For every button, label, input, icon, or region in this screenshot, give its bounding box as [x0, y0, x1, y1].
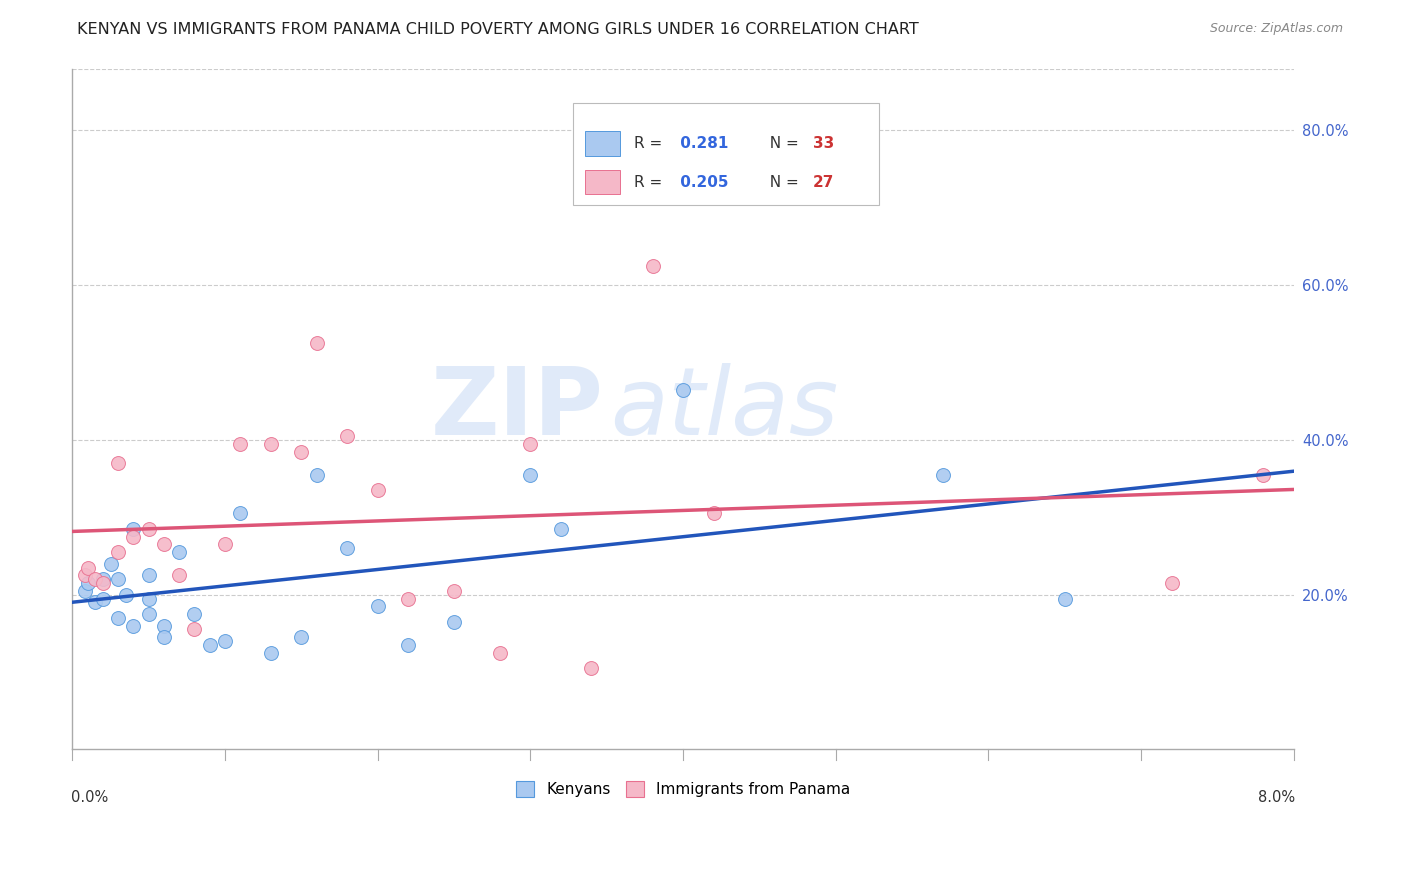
Text: N =: N = [761, 175, 804, 190]
FancyBboxPatch shape [585, 169, 620, 194]
Point [305, 467, 328, 482]
Point [443, 615, 465, 629]
Point [122, 618, 145, 632]
Point [305, 336, 328, 351]
Point [107, 572, 129, 586]
Point [229, 507, 252, 521]
Point [290, 630, 312, 644]
Point [91, 576, 114, 591]
Point [198, 638, 221, 652]
Point [100, 557, 122, 571]
Text: R =: R = [634, 136, 668, 151]
Point [396, 591, 419, 606]
Text: 0.281: 0.281 [675, 136, 728, 151]
Point [214, 537, 236, 551]
Point [260, 437, 283, 451]
Point [114, 588, 136, 602]
Point [183, 607, 205, 621]
Legend: Kenyans, Immigrants from Panama: Kenyans, Immigrants from Panama [509, 775, 856, 803]
Point [550, 522, 572, 536]
Point [1253, 467, 1275, 482]
Point [1053, 591, 1076, 606]
Point [73, 568, 96, 582]
Text: Source: ZipAtlas.com: Source: ZipAtlas.com [1209, 22, 1343, 36]
Text: 33: 33 [813, 136, 834, 151]
Point [76, 576, 98, 591]
Point [672, 383, 695, 397]
Point [107, 456, 129, 470]
Point [519, 437, 541, 451]
FancyBboxPatch shape [585, 131, 620, 156]
Point [703, 507, 725, 521]
FancyBboxPatch shape [574, 103, 879, 204]
Point [931, 467, 953, 482]
Point [122, 530, 145, 544]
Point [1160, 576, 1182, 591]
Point [76, 560, 98, 574]
Point [84, 572, 107, 586]
Text: 8.0%: 8.0% [1258, 790, 1295, 805]
Point [367, 483, 389, 498]
Point [367, 599, 389, 614]
Point [290, 444, 312, 458]
Point [443, 583, 465, 598]
Text: N =: N = [761, 136, 804, 151]
Point [229, 437, 252, 451]
Text: 27: 27 [813, 175, 834, 190]
Point [138, 522, 160, 536]
Text: R =: R = [634, 175, 668, 190]
Text: 0.0%: 0.0% [72, 790, 108, 805]
Point [84, 595, 107, 609]
Text: ZIP: ZIP [430, 363, 603, 455]
Point [260, 646, 283, 660]
Point [73, 583, 96, 598]
Point [167, 545, 190, 559]
Text: atlas: atlas [610, 363, 838, 455]
Point [91, 591, 114, 606]
Point [519, 467, 541, 482]
Point [107, 545, 129, 559]
Point [153, 630, 176, 644]
Point [581, 661, 603, 675]
Point [214, 634, 236, 648]
Point [138, 607, 160, 621]
Point [122, 522, 145, 536]
Point [489, 646, 512, 660]
Point [336, 429, 359, 443]
Point [107, 611, 129, 625]
Point [183, 623, 205, 637]
Point [138, 568, 160, 582]
Text: 0.205: 0.205 [675, 175, 728, 190]
Point [91, 572, 114, 586]
Text: KENYAN VS IMMIGRANTS FROM PANAMA CHILD POVERTY AMONG GIRLS UNDER 16 CORRELATION : KENYAN VS IMMIGRANTS FROM PANAMA CHILD P… [77, 22, 920, 37]
Point [153, 537, 176, 551]
Point [138, 591, 160, 606]
Point [153, 618, 176, 632]
Point [396, 638, 419, 652]
Point [167, 568, 190, 582]
Point [336, 541, 359, 556]
Point [641, 259, 664, 273]
